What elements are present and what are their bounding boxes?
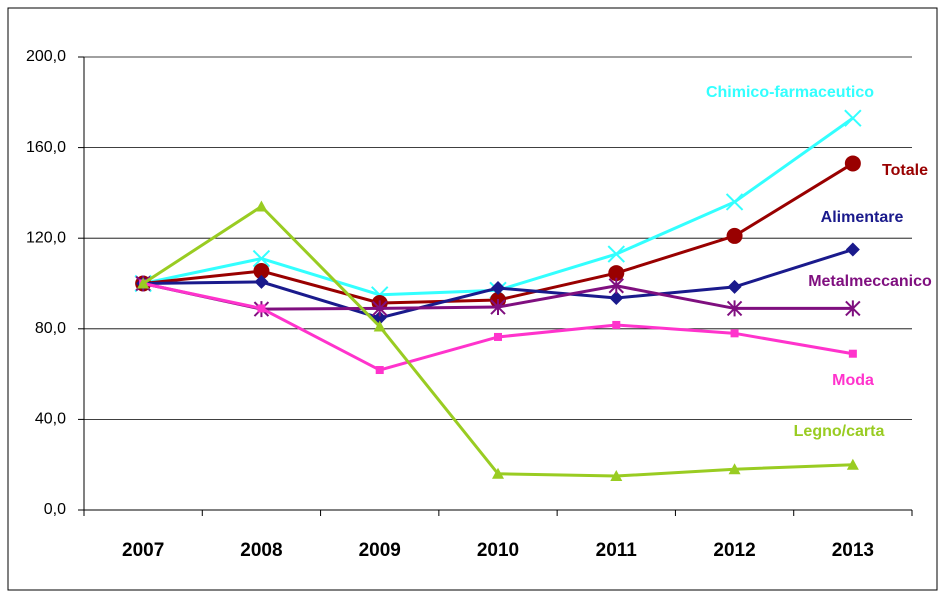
marker	[726, 227, 743, 244]
x-tick-label: 2008	[240, 540, 282, 561]
marker	[257, 304, 266, 313]
x-tick-label: 2011	[596, 540, 638, 561]
series-label: Totale	[882, 162, 928, 179]
y-tick-label: 0,0	[44, 501, 66, 518]
x-tick-label: 2013	[832, 540, 874, 561]
marker	[846, 458, 859, 470]
marker	[255, 200, 268, 212]
marker	[490, 299, 506, 316]
marker	[844, 155, 861, 172]
marker	[494, 332, 502, 341]
y-tick-label: 200,0	[26, 48, 66, 65]
marker	[609, 290, 624, 305]
series-label: Chimico-farmaceutico	[706, 84, 874, 101]
marker	[848, 349, 857, 358]
marker	[608, 277, 624, 294]
marker	[730, 329, 739, 338]
marker	[375, 366, 384, 375]
marker	[253, 263, 270, 280]
y-tick-label: 80,0	[35, 320, 66, 337]
marker	[726, 300, 743, 317]
y-tick-label: 120,0	[26, 229, 66, 246]
series-label: Legno/carta	[794, 423, 885, 440]
x-tick-label: 2010	[477, 540, 519, 561]
marker	[254, 274, 269, 289]
marker	[137, 277, 150, 289]
marker	[252, 249, 271, 268]
marker	[844, 109, 862, 127]
marker	[491, 281, 505, 296]
series-label: Metalmeccanico	[808, 273, 932, 290]
series-label: Alimentare	[821, 209, 904, 226]
marker	[725, 193, 744, 211]
marker	[608, 265, 625, 282]
y-tick-label: 160,0	[26, 139, 66, 156]
x-tick-label: 2009	[359, 540, 401, 561]
x-tick-label: 2007	[122, 540, 164, 561]
series-label: Moda	[832, 372, 874, 389]
x-tick-label: 2012	[713, 540, 755, 561]
marker	[492, 467, 504, 479]
marker	[727, 279, 742, 294]
marker	[845, 242, 860, 257]
marker	[610, 470, 623, 482]
marker	[373, 320, 386, 332]
marker	[845, 300, 861, 317]
y-tick-label: 40,0	[35, 411, 66, 428]
marker	[728, 463, 741, 475]
chart-border	[7, 7, 938, 591]
marker	[607, 245, 625, 263]
marker	[372, 300, 388, 317]
marker	[612, 320, 621, 329]
